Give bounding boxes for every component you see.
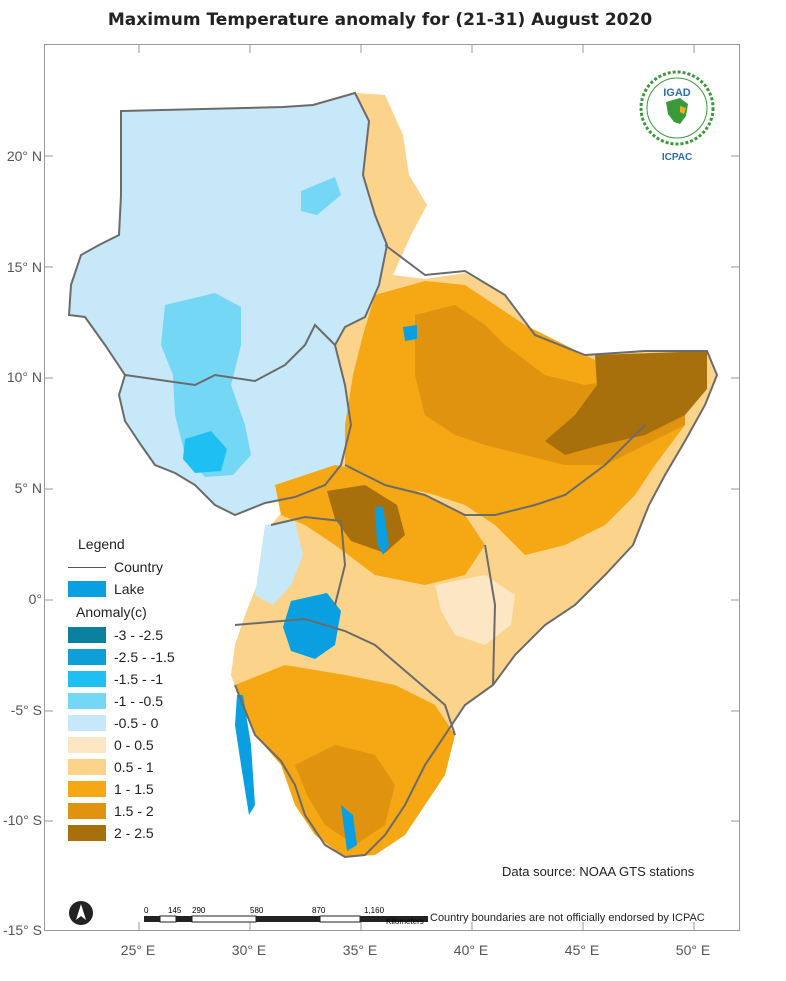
region-sudan-cold-core <box>183 431 227 473</box>
legend-class-row: 1 - 1.5 <box>68 778 218 800</box>
legend-class-swatch <box>68 737 106 753</box>
legend-country-label: Country <box>114 559 164 575</box>
lat-label-20n: 20° N <box>6 148 42 164</box>
country-line-swatch <box>68 566 106 568</box>
lake-malawi <box>341 805 357 851</box>
legend-class-swatch <box>68 671 106 687</box>
disclaimer: Country boundaries are not officially en… <box>430 912 705 924</box>
legend-class-swatch <box>68 649 106 665</box>
legend-class-label: 1.5 - 2 <box>114 803 154 819</box>
legend: Legend Country Lake Anomaly(c) -3 - -2.5… <box>68 536 218 844</box>
legend-anomaly-title: Anomaly(c) <box>76 604 147 620</box>
lat-label-0: 0° <box>28 591 42 607</box>
scale-tick-145: 145 <box>168 906 182 915</box>
lake-turkana <box>375 507 389 555</box>
lat-label-5s: -5° S <box>10 702 42 718</box>
lake-swatch <box>68 581 106 597</box>
legend-classes: -3 - -2.5 -2.5 - -1.5 -1.5 - -1 -1 - -0.5 -0… <box>68 624 218 844</box>
lat-label-10s: -10° S <box>2 812 42 828</box>
lake-tana <box>403 325 417 341</box>
legend-class-label: 2 - 2.5 <box>114 825 154 841</box>
map-title: Maximum Temperature anomaly for (21-31) … <box>107 10 653 30</box>
scale-tick-870: 870 <box>312 906 326 915</box>
north-arrow-icon <box>69 901 93 925</box>
legend-class-label: 0 - 0.5 <box>114 737 154 753</box>
legend-class-label: -1 - -0.5 <box>114 693 164 709</box>
data-source: Data source: NOAA GTS stations <box>502 864 695 879</box>
lon-label-25e: 25° E <box>120 942 156 958</box>
lat-label-10n: 10° N <box>6 369 42 385</box>
region-sudan-nile-cool <box>301 177 341 215</box>
anomaly-map <box>45 45 739 930</box>
legend-title: Legend <box>78 536 125 552</box>
scale-tick-1160: 1,160 <box>364 906 385 915</box>
graticule-ticks <box>45 45 739 930</box>
lake-victoria <box>283 593 341 659</box>
scale-tick-0: 0 <box>144 906 149 915</box>
legend-class-swatch <box>68 825 106 841</box>
lat-label-15n: 15° N <box>6 259 42 275</box>
scale-unit: Kilometers <box>386 917 424 926</box>
legend-class-row: -3 - -2.5 <box>68 624 218 646</box>
legend-class-label: -2.5 - -1.5 <box>114 649 175 665</box>
lon-label-45e: 45° E <box>564 942 600 958</box>
legend-lake-row: Lake <box>68 578 218 600</box>
legend-class-label: 1 - 1.5 <box>114 781 154 797</box>
legend-class-row: -0.5 - 0 <box>68 712 218 734</box>
legend-class-swatch <box>68 693 106 709</box>
legend-class-label: -0.5 - 0 <box>114 715 159 731</box>
region-uganda-cool <box>255 521 303 605</box>
legend-class-row: -2.5 - -1.5 <box>68 646 218 668</box>
lake-tanganyika <box>235 695 255 815</box>
svg-text:ICPAC: ICPAC <box>662 152 692 163</box>
region-sudan-cold <box>161 293 251 477</box>
svg-text:IGAD: IGAD <box>663 87 691 99</box>
legend-class-row: -1.5 - -1 <box>68 668 218 690</box>
lon-label-50e: 50° E <box>675 942 711 958</box>
legend-class-row: 1.5 - 2 <box>68 800 218 822</box>
country-borders <box>67 91 719 859</box>
legend-country-row: Country <box>68 556 218 578</box>
legend-class-label: -3 - -2.5 <box>114 627 164 643</box>
scale-tick-290: 290 <box>192 906 206 915</box>
scale-bar: 0 145 290 580 870 1,160 Kilometers <box>144 906 428 926</box>
legend-class-row: 0.5 - 1 <box>68 756 218 778</box>
region-tanzania-hot <box>295 745 395 845</box>
legend-class-row: -1 - -0.5 <box>68 690 218 712</box>
legend-lake-label: Lake <box>114 581 145 597</box>
igad-icpac-logo: IGAD ICPAC <box>639 70 715 163</box>
legend-class-row: 2 - 2.5 <box>68 822 218 844</box>
lon-label-30e: 30° E <box>231 942 267 958</box>
lat-label-15s: -15° S <box>2 922 42 938</box>
legend-class-swatch <box>68 759 106 775</box>
lon-label-35e: 35° E <box>342 942 378 958</box>
scale-tick-580: 580 <box>250 906 264 915</box>
legend-class-swatch <box>68 715 106 731</box>
lat-label-5n: 5° N <box>14 480 42 496</box>
legend-class-label: 0.5 - 1 <box>114 759 154 775</box>
legend-class-swatch <box>68 781 106 797</box>
lon-label-40e: 40° E <box>453 942 489 958</box>
legend-class-label: -1.5 - -1 <box>114 671 164 687</box>
legend-class-swatch <box>68 627 106 643</box>
legend-class-row: 0 - 0.5 <box>68 734 218 756</box>
map-frame <box>44 44 740 931</box>
legend-class-swatch <box>68 803 106 819</box>
region-somalia-hottest <box>545 351 707 455</box>
